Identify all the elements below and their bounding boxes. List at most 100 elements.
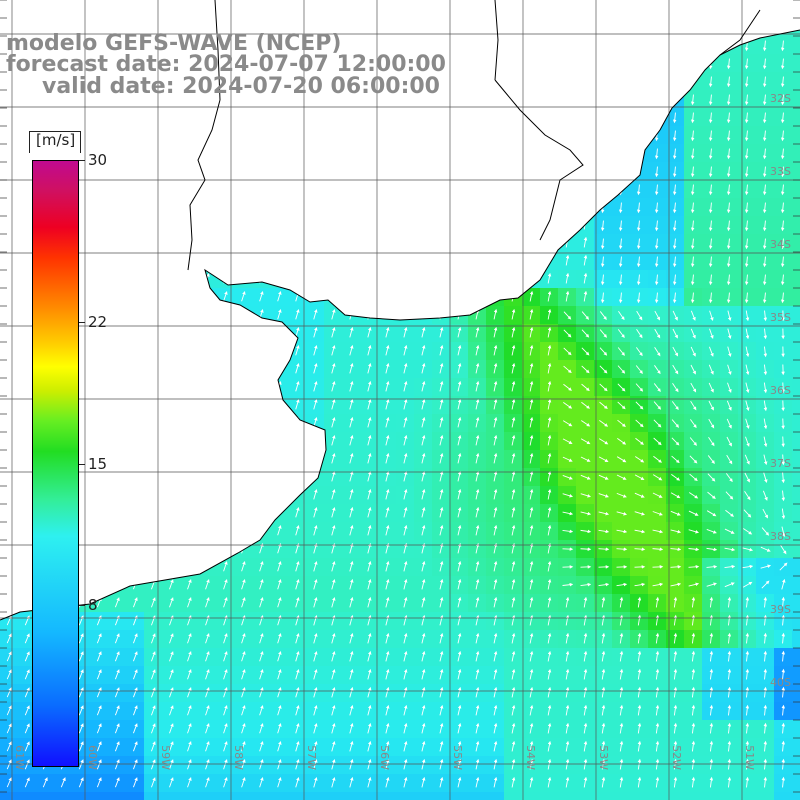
- wind-speed-cell: [576, 792, 595, 800]
- wind-speed-cell: [252, 792, 271, 800]
- wind-speed-cell: [198, 792, 217, 800]
- wind-speed-cell: [702, 792, 721, 800]
- wind-speed-cell: [720, 792, 739, 800]
- colorbar-tick-label: 30: [88, 151, 108, 169]
- latitude-label: 35S: [770, 311, 791, 324]
- wind-speed-cell: [432, 792, 451, 800]
- wind-speed-cell: [792, 252, 800, 271]
- wind-speed-cell: [234, 792, 253, 800]
- wind-speed-cell: [792, 450, 800, 469]
- colorbar-unit: [m/s]: [36, 131, 76, 149]
- wind-speed-cell: [792, 738, 800, 757]
- wind-speed-cell: [450, 792, 469, 800]
- wind-speed-cell: [792, 180, 800, 199]
- longitude-label: 57W: [305, 745, 318, 770]
- wind-speed-cell: [126, 792, 145, 800]
- wind-speed-cell: [360, 792, 379, 800]
- wind-speed-cell: [792, 216, 800, 235]
- wind-speed-cell: [792, 144, 800, 163]
- wind-speed-cell: [414, 792, 433, 800]
- wind-speed-cell: [522, 792, 541, 800]
- wind-speed-cell: [792, 684, 800, 703]
- wind-speed-cell: [378, 792, 397, 800]
- wind-speed-cell: [792, 162, 800, 181]
- wind-speed-cell: [144, 792, 163, 800]
- wind-speed-cell: [792, 576, 800, 595]
- wind-speed-cell: [630, 792, 649, 800]
- latitude-label: 33S: [770, 165, 791, 178]
- wind-speed-cell: [486, 792, 505, 800]
- wind-speed-cell: [558, 792, 577, 800]
- wind-speed-cell: [0, 792, 19, 800]
- latitude-label: 32S: [770, 92, 791, 105]
- wind-speed-cell: [54, 792, 73, 800]
- latitude-label: 34S: [770, 238, 791, 251]
- wind-arrow: [781, 436, 785, 448]
- wind-speed-cell: [738, 792, 757, 800]
- wind-speed-cell: [792, 306, 800, 325]
- wind-speed-cell: [792, 126, 800, 145]
- latitude-label: 39S: [770, 603, 791, 616]
- wind-speed-cell: [468, 792, 487, 800]
- wind-speed-cell: [18, 792, 37, 800]
- wind-speed-cell: [792, 360, 800, 379]
- wind-speed-cell: [792, 594, 800, 613]
- colorbar-tick-mark: [79, 605, 85, 607]
- wind-arrow: [616, 547, 628, 551]
- wind-speed-cell: [756, 792, 775, 800]
- wind-speed-cell: [774, 792, 793, 800]
- colorbar-tick-mark: [79, 321, 85, 323]
- wind-speed-cell: [792, 774, 800, 793]
- wind-speed-cell: [792, 612, 800, 631]
- wind-speed-cell: [540, 792, 559, 800]
- colorbar-tick-mark: [79, 160, 85, 161]
- wind-speed-cell: [792, 36, 800, 55]
- wind-speed-cell: [216, 792, 235, 800]
- wind-speed-cell: [504, 792, 523, 800]
- latitude-label: 37S: [770, 457, 791, 470]
- longitude-label: 51W: [743, 745, 756, 770]
- wind-arrow: [598, 547, 610, 551]
- colorbar: [32, 160, 79, 767]
- wind-speed-cell: [792, 108, 800, 127]
- latitude-label: 36S: [770, 384, 791, 397]
- wind-speed-cell: [792, 270, 800, 289]
- wind-speed-cell: [792, 72, 800, 91]
- map-title-valid-date: valid date: 2024-07-20 06:00:00: [42, 74, 440, 99]
- wind-speed-cell: [792, 720, 800, 739]
- wind-speed-cell: [792, 342, 800, 361]
- longitude-label: 60W: [86, 745, 99, 770]
- wind-speed-cell: [792, 198, 800, 217]
- wind-speed-cell: [270, 792, 289, 800]
- wind-speed-cell: [180, 792, 199, 800]
- wind-speed-cell: [648, 792, 667, 800]
- wind-speed-cell: [324, 792, 343, 800]
- wind-speed-cell: [792, 630, 800, 649]
- colorbar-tick-label: 15: [88, 454, 108, 473]
- wind-speed-cell: [108, 792, 127, 800]
- longitude-label: 61W: [13, 745, 26, 770]
- longitude-label: 56W: [378, 745, 391, 770]
- longitude-label: 58W: [232, 745, 245, 770]
- wind-speed-cell: [792, 540, 800, 559]
- longitude-label: 55W: [451, 745, 464, 770]
- wind-speed-cell: [36, 792, 55, 800]
- wind-speed-cell: [792, 522, 800, 541]
- wind-speed-cell: [342, 792, 361, 800]
- wind-speed-cell: [162, 792, 181, 800]
- wind-speed-cell: [792, 90, 800, 109]
- wind-speed-cell: [792, 396, 800, 415]
- longitude-label: 52W: [670, 745, 683, 770]
- wind-speed-cell: [792, 648, 800, 667]
- wind-speed-cell: [306, 792, 325, 800]
- wind-speed-cell: [792, 558, 800, 577]
- longitude-label: 53W: [597, 745, 610, 770]
- latitude-label: 38S: [770, 530, 791, 543]
- latitude-label: 40S: [770, 676, 791, 689]
- wind-speed-cell: [792, 288, 800, 307]
- wind-speed-cell: [594, 792, 613, 800]
- wind-speed-cell: [90, 792, 109, 800]
- colorbar-tick-label: 22: [88, 312, 108, 331]
- wind-speed-cell: [792, 792, 800, 800]
